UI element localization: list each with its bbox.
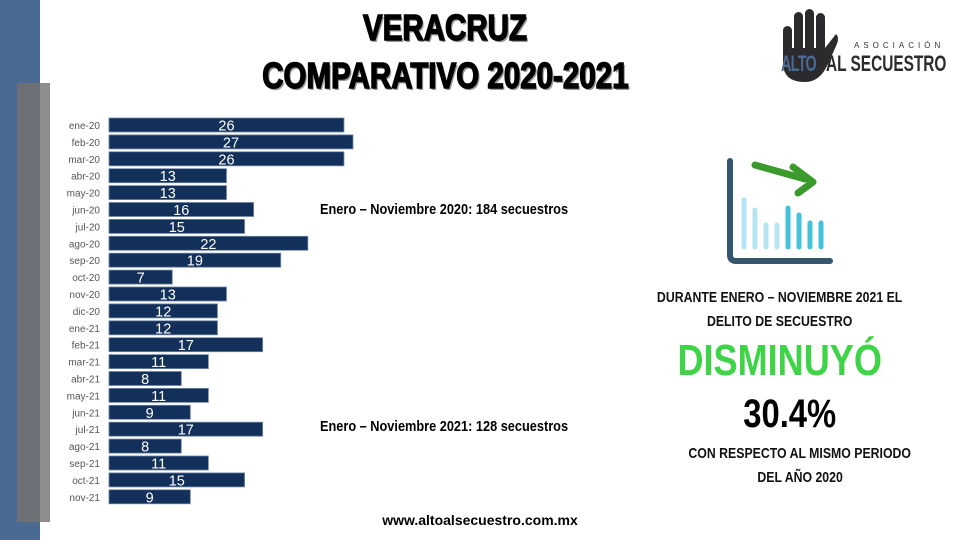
category-label: may-20 (67, 189, 101, 200)
data-label: 7 (137, 271, 145, 287)
bar (108, 134, 354, 150)
bar (108, 185, 227, 201)
data-label: 9 (146, 490, 154, 506)
bar (108, 286, 227, 302)
category-label: feb-21 (72, 341, 101, 352)
data-label: 11 (151, 355, 166, 371)
data-label: 8 (141, 372, 149, 388)
bar (108, 421, 264, 437)
bar (108, 117, 345, 133)
category-label: mar-20 (68, 155, 100, 166)
summary-line2: DELITO DE SECUESTRO (707, 313, 853, 330)
category-label: abr-20 (71, 172, 100, 183)
category-label: oct-21 (72, 476, 100, 487)
data-label: 17 (178, 338, 194, 354)
bar (108, 371, 182, 386)
data-label: 13 (160, 186, 176, 202)
note-2021: Enero – Noviembre 2021: 128 secuestros (320, 418, 569, 435)
bar (108, 354, 209, 370)
bar (108, 404, 191, 420)
category-label: mar-21 (68, 358, 100, 369)
bar (108, 489, 191, 505)
bar (108, 269, 173, 285)
data-label: 13 (160, 288, 176, 304)
data-label: 27 (223, 135, 239, 151)
data-label: 17 (178, 423, 194, 439)
bar (108, 438, 182, 454)
data-label: 26 (218, 152, 234, 168)
title-line2: COMPARATIVO 2020-2021 (261, 55, 629, 96)
category-label: ene-21 (69, 324, 101, 335)
category-label: feb-20 (72, 138, 101, 149)
summary-line4: DEL AÑO 2020 (757, 469, 843, 486)
bar (108, 303, 218, 319)
data-label: 11 (151, 389, 166, 405)
data-label: 15 (169, 473, 185, 489)
decreasing-chart-icon (727, 158, 833, 264)
summary-line1: DURANTE ENERO – NOVIEMBRE 2021 EL (657, 289, 903, 306)
category-label: sep-21 (69, 459, 100, 470)
category-label: jul-20 (75, 222, 101, 233)
category-label: jun-21 (71, 408, 100, 419)
summary-verb: DISMINUYÓ (677, 336, 883, 385)
side-band-gray (17, 83, 50, 522)
data-label: 12 (155, 321, 171, 337)
logo: ALTO ASOCIACIÓN AL SECUESTRO (780, 8, 946, 83)
data-label: 8 (141, 440, 149, 456)
category-label: jun-20 (71, 206, 100, 217)
bar (108, 151, 345, 167)
category-label: oct-20 (72, 273, 100, 284)
note-2020: Enero – Noviembre 2020: 184 secuestros (320, 201, 569, 218)
category-label: nov-20 (69, 290, 100, 301)
bar (108, 472, 245, 488)
website-link[interactable]: www.altoalsecuestro.com.mx (382, 512, 578, 528)
logo-rest: AL SECUESTRO (826, 51, 947, 76)
category-label: abr-21 (71, 375, 100, 386)
bar (108, 320, 218, 336)
bar (108, 235, 309, 251)
bar (108, 202, 254, 217)
bar (108, 218, 245, 234)
data-label: 15 (169, 220, 185, 236)
data-label: 22 (200, 237, 216, 253)
data-label: 9 (146, 406, 154, 422)
category-label: ago-21 (69, 442, 101, 453)
category-label: may-21 (67, 391, 101, 402)
summary-percent: 30.4% (743, 392, 837, 436)
data-label: 26 (218, 119, 234, 135)
category-label: dic-20 (73, 307, 101, 318)
bar (108, 387, 209, 403)
logo-small: ASOCIACIÓN (854, 41, 945, 50)
category-label: ago-20 (69, 239, 101, 250)
category-label: nov-21 (69, 493, 100, 504)
category-label: ene-20 (69, 121, 101, 132)
bar (108, 455, 209, 471)
data-label: 12 (155, 304, 171, 320)
summary-line3: CON RESPECTO AL MISMO PERIODO (688, 445, 912, 462)
data-label: 16 (173, 203, 189, 219)
category-label: jul-21 (75, 425, 101, 436)
category-label: sep-20 (69, 256, 100, 267)
bar (108, 252, 282, 268)
bar (108, 337, 264, 353)
data-label: 11 (151, 457, 166, 473)
data-label: 13 (160, 169, 176, 185)
logo-alto: ALTO (781, 51, 817, 76)
data-label: 19 (187, 254, 203, 270)
title-line1: VERACRUZ (362, 7, 527, 48)
bar (108, 168, 227, 184)
hand-icon (783, 9, 838, 82)
